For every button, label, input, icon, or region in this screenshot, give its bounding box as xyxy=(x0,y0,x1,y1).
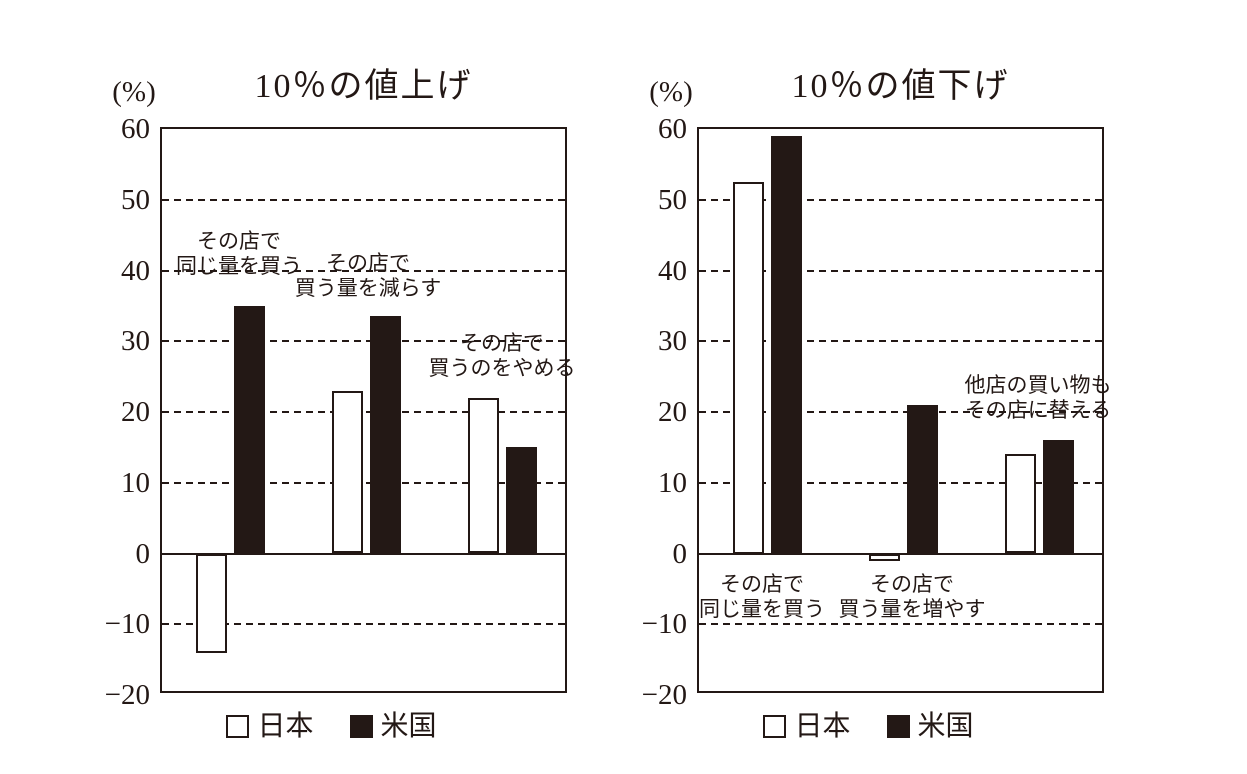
zero-axis-line xyxy=(699,552,1102,555)
bar-us-group1 xyxy=(234,305,265,554)
y-axis-tick-label: 30 xyxy=(121,325,150,358)
y-axis-tick-label: −10 xyxy=(641,608,687,641)
gridline xyxy=(699,340,1102,343)
legend-label-us: 米国 xyxy=(380,710,437,741)
us-swatch-icon xyxy=(886,714,910,738)
bar-japan-group3 xyxy=(468,397,499,554)
legend-item-us: 米国 xyxy=(349,710,437,741)
gridline xyxy=(162,411,565,413)
bar-us-group1 xyxy=(771,136,802,554)
y-axis-unit-label: (%) xyxy=(649,76,693,108)
y-axis-unit-label: (%) xyxy=(112,76,156,108)
bar-japan-group2 xyxy=(332,390,363,554)
bar-japan-group1 xyxy=(196,553,227,653)
legend-label-japan: 日本 xyxy=(257,710,314,741)
bar-japan-group3 xyxy=(1005,454,1036,554)
gridline xyxy=(699,198,1102,201)
category-annotation: 他店の買い物も その店に替える xyxy=(964,374,1112,422)
bar-us-group2 xyxy=(907,404,938,554)
bar-us-group2 xyxy=(370,316,401,554)
gridline xyxy=(162,198,565,201)
gridline xyxy=(162,269,565,272)
category-annotation: その店で 買う量を減らす xyxy=(294,252,442,300)
y-axis-tick-label: 40 xyxy=(658,254,687,287)
japan-swatch-icon xyxy=(226,714,250,738)
gridline xyxy=(162,481,565,484)
y-axis-tick-label: 50 xyxy=(658,183,687,216)
category-annotation: その店で 買う量を増やす xyxy=(838,573,986,621)
y-axis-tick-label: 60 xyxy=(658,113,687,145)
bar-japan-group1 xyxy=(733,182,764,554)
y-axis-tick-label: 50 xyxy=(121,183,150,216)
y-axis-tick-label: 60 xyxy=(121,113,150,145)
chart-title-price-increase: 10％の値上げ xyxy=(254,68,473,105)
y-axis-tick-label: 20 xyxy=(121,396,150,428)
bar-us-group3 xyxy=(506,447,537,554)
legend-label-us: 米国 xyxy=(917,710,974,741)
y-axis-tick-label: −10 xyxy=(104,608,150,641)
gridline xyxy=(699,623,1102,626)
gridline xyxy=(162,623,565,626)
japan-swatch-icon xyxy=(763,714,787,738)
category-annotation: その店で 買うのをやめる xyxy=(428,332,576,380)
gridline xyxy=(162,340,565,343)
legend-item-japan: 日本 xyxy=(763,710,851,741)
gridline xyxy=(699,411,1102,413)
y-axis-tick-label: 20 xyxy=(658,396,687,428)
category-annotation: その店で 同じ量を買う xyxy=(176,230,302,278)
category-annotation: その店で 同じ量を買う xyxy=(699,573,825,621)
y-axis-tick-label: 10 xyxy=(121,466,150,499)
y-axis-tick-label: 0 xyxy=(672,537,688,570)
legend: 日本 米国 xyxy=(128,712,535,740)
us-swatch-icon xyxy=(349,714,373,738)
y-axis-tick-label: 30 xyxy=(658,325,687,358)
bar-us-group3 xyxy=(1043,440,1074,554)
y-axis-tick-label: 10 xyxy=(658,466,687,499)
y-axis-tick-label: −20 xyxy=(104,679,150,711)
legend-item-us: 米国 xyxy=(886,710,974,741)
legend-item-japan: 日本 xyxy=(226,710,314,741)
chart-price-increase: (%) 10％の値上げ 60 50 40 30 20 10 0 −10 −20 その店で 同じ量を買… xyxy=(0,0,623,774)
y-axis-tick-label: −20 xyxy=(641,679,687,711)
bar-japan-group2 xyxy=(869,553,900,561)
plot-area-price-increase: 60 50 40 30 20 10 0 −10 −20 その店で 同じ量を買う その店で 買う量を減らす… xyxy=(105,113,576,711)
gridline xyxy=(699,269,1102,272)
legend: 日本 米国 xyxy=(665,712,1072,740)
y-axis-tick-label: 40 xyxy=(121,254,150,287)
chart-price-decrease: (%) 10％の値下げ 60 50 40 30 20 10 0 −10 −20 その店で 同じ量を買… xyxy=(537,0,1160,774)
chart-title-price-decrease: 10％の値下げ xyxy=(791,68,1010,105)
gridline xyxy=(699,481,1102,484)
zero-axis-line xyxy=(162,552,565,555)
plot-area-price-decrease: 60 50 40 30 20 10 0 −10 −20 その店で 同じ量を買う その店で 買う量を増やす… xyxy=(642,113,1112,711)
legend-label-japan: 日本 xyxy=(794,710,851,741)
y-axis-tick-label: 0 xyxy=(135,537,151,570)
